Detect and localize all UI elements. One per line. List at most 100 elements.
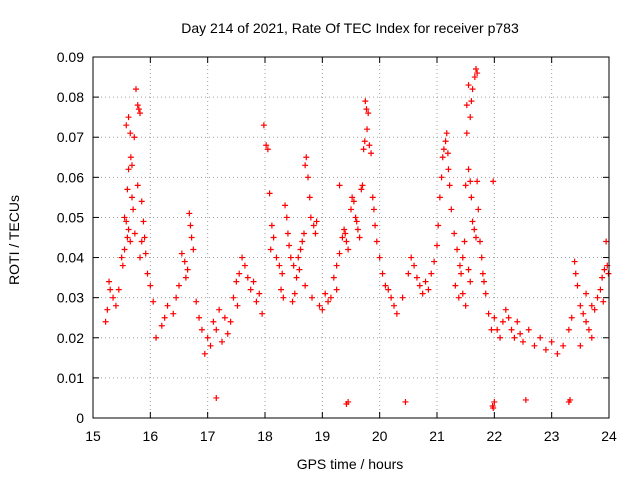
data-point xyxy=(482,290,489,297)
data-point xyxy=(339,234,346,241)
data-point xyxy=(554,350,561,357)
data-point xyxy=(213,326,220,333)
data-point xyxy=(463,102,470,109)
data-point xyxy=(263,142,270,149)
data-point xyxy=(603,238,610,245)
data-point xyxy=(505,314,512,321)
data-point xyxy=(446,182,453,189)
data-point xyxy=(485,310,492,317)
data-point xyxy=(385,286,392,293)
data-point xyxy=(439,154,446,161)
data-point xyxy=(580,310,587,317)
data-point xyxy=(268,222,275,229)
data-point xyxy=(425,286,432,293)
y-axis-label: ROTI / TECUs xyxy=(6,195,22,285)
data-point xyxy=(490,178,497,185)
data-point xyxy=(125,166,132,173)
data-point xyxy=(462,302,469,309)
data-point xyxy=(517,330,524,337)
data-point xyxy=(442,138,449,145)
data-point xyxy=(571,258,578,265)
data-point xyxy=(134,182,141,189)
data-point xyxy=(345,398,352,405)
data-point xyxy=(577,302,584,309)
data-point xyxy=(471,74,478,81)
data-point xyxy=(405,270,412,277)
data-point xyxy=(296,266,303,273)
data-point xyxy=(124,234,131,241)
data-point xyxy=(481,278,488,285)
data-point xyxy=(161,314,168,321)
data-point xyxy=(125,226,132,233)
grid-lines xyxy=(93,57,609,418)
data-point xyxy=(256,290,263,297)
data-point xyxy=(123,218,130,225)
data-point xyxy=(348,206,354,213)
data-point xyxy=(588,302,595,309)
data-point xyxy=(491,314,498,321)
data-point xyxy=(127,238,134,245)
data-point xyxy=(360,146,367,153)
data-point xyxy=(376,254,383,261)
data-point xyxy=(583,290,590,297)
data-point xyxy=(490,404,497,411)
data-point xyxy=(131,230,138,237)
data-point xyxy=(293,274,300,281)
data-point xyxy=(354,226,361,233)
data-point xyxy=(336,250,343,257)
data-point xyxy=(193,298,200,305)
x-axis-label: GPS time / hours xyxy=(297,456,404,472)
data-point xyxy=(379,270,386,277)
data-point xyxy=(568,314,575,321)
data-point xyxy=(525,326,532,333)
data-point xyxy=(150,298,157,305)
data-point xyxy=(458,270,465,277)
data-point xyxy=(325,298,332,305)
data-point xyxy=(491,398,498,405)
data-point xyxy=(443,130,450,137)
data-point xyxy=(186,210,193,217)
data-point xyxy=(134,102,141,109)
data-point xyxy=(419,290,426,297)
data-point xyxy=(107,286,114,293)
data-point xyxy=(213,394,220,401)
x-tick-label: 16 xyxy=(143,428,159,444)
data-point xyxy=(124,186,131,193)
data-point xyxy=(158,322,165,329)
data-point xyxy=(467,178,474,185)
data-point xyxy=(234,302,241,309)
data-point xyxy=(286,242,293,249)
data-point xyxy=(190,246,197,253)
data-point xyxy=(413,274,420,281)
data-point xyxy=(278,286,285,293)
data-point xyxy=(201,350,208,357)
data-point xyxy=(279,270,286,277)
data-point xyxy=(350,198,357,205)
data-point xyxy=(302,282,309,289)
data-point xyxy=(181,258,188,265)
data-point xyxy=(459,254,466,261)
data-point xyxy=(127,154,134,161)
data-point xyxy=(572,270,579,277)
data-point xyxy=(431,258,438,265)
data-point xyxy=(600,298,607,305)
data-point xyxy=(472,234,479,241)
data-point xyxy=(305,174,311,181)
data-point xyxy=(244,274,251,281)
data-point xyxy=(452,282,459,289)
data-point xyxy=(133,86,139,93)
x-tick-label: 15 xyxy=(85,428,101,444)
data-point xyxy=(565,326,572,333)
data-point xyxy=(264,146,271,153)
data-point xyxy=(422,278,429,285)
data-point xyxy=(456,262,463,269)
data-point xyxy=(359,182,366,189)
data-point xyxy=(216,306,223,313)
data-point xyxy=(270,234,277,241)
data-point xyxy=(497,334,504,341)
data-point xyxy=(302,162,309,169)
data-point xyxy=(605,270,612,277)
data-point xyxy=(461,238,468,245)
data-point xyxy=(322,290,329,297)
data-point xyxy=(468,98,475,105)
